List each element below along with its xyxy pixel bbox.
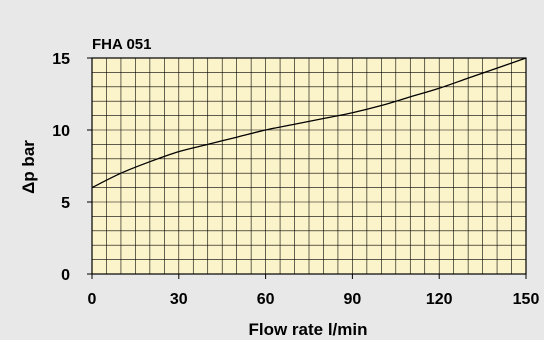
x-tick-labels: 0 30 60 90 120 150	[88, 291, 540, 308]
y-tick-label: 15	[52, 51, 70, 68]
x-tick-label: 0	[88, 291, 97, 308]
chart-title: FHA 051	[92, 36, 151, 53]
y-tick-label: 5	[61, 195, 70, 212]
grid-lines	[92, 58, 526, 274]
x-tick-label: 60	[257, 291, 275, 308]
x-tick-label: 90	[344, 291, 362, 308]
x-tick-label: 30	[170, 291, 188, 308]
plot-border	[91, 57, 527, 275]
x-tick-label: 150	[513, 291, 540, 308]
y-tick-label: 0	[61, 267, 70, 284]
series-line	[91, 57, 527, 189]
axis-ticks	[87, 57, 527, 279]
y-tick-label: 10	[52, 123, 70, 140]
x-tick-label: 120	[426, 291, 453, 308]
y-tick-labels: 0 5 10 15	[52, 51, 70, 284]
y-axis-title: Δp bar	[19, 140, 38, 194]
x-axis-title: Flow rate l/min	[248, 320, 367, 339]
